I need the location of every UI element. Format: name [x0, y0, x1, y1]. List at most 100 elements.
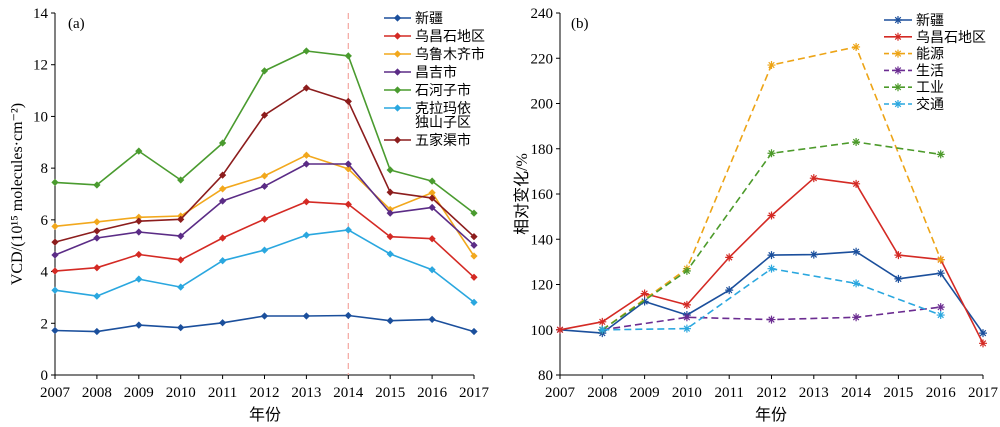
panel-a-series-2-point	[93, 264, 101, 272]
panel-a-series-3-line	[54, 154, 475, 257]
panel-a-series-6-point	[135, 275, 143, 283]
panel-b-legend-entry: 乌昌石地区	[884, 30, 986, 46]
panel-b-series-1-point	[979, 329, 987, 338]
panel-a-series-7-point	[218, 171, 227, 179]
panel-a-series-3-point	[470, 252, 478, 260]
panel-a-series-4-point	[386, 209, 394, 217]
panel-a-y-axis-title: VCD/(10¹⁵ molecules·cm⁻²)	[9, 103, 26, 285]
panel-a-series-5-point	[93, 181, 101, 189]
panel-a-series-1-point	[470, 327, 478, 336]
panel-a-series-7-point	[135, 217, 143, 225]
panel-a-series-4-point	[470, 241, 478, 249]
panel-a-legend-entry: 新疆	[384, 11, 443, 27]
panel-b-legend-marker	[894, 100, 902, 108]
panel-b-legend-label: 新疆	[916, 13, 944, 29]
panel-a-x-tick-label: 2014	[333, 385, 364, 401]
panel-a-legend-label: 新疆	[415, 11, 443, 27]
panel-b-series-6-point	[936, 311, 945, 320]
panel-b-legend-marker	[894, 16, 902, 24]
panel-b-x-tick-label: 2015	[883, 385, 913, 401]
panel-b-y-tick-label: 100	[531, 323, 554, 339]
panel-b-y-tick-label: 160	[531, 187, 554, 203]
panel-a-series-2-line	[54, 201, 475, 278]
panel-a-series-4-point	[93, 234, 101, 242]
panel-a-x-tick-label: 2013	[291, 385, 321, 401]
panel-b-series-1-point	[767, 251, 776, 260]
panel-a-legend-entry: 乌鲁木齐市	[384, 46, 485, 63]
panel-a-series-3-point	[344, 165, 352, 173]
panel-a-series-5-point	[218, 139, 227, 147]
panel-b-legend-entry: 能源	[884, 47, 944, 63]
panel-b-x-tick-label: 2008	[587, 385, 617, 401]
panel-a-legend-marker	[393, 86, 402, 94]
panel-a-series-6-point	[51, 286, 59, 294]
panel-a-label: (a)	[68, 16, 85, 32]
panel-a-x-tick-label: 2010	[166, 385, 196, 401]
panel-b-legend-marker	[894, 49, 902, 58]
panel-a-legend-marker	[393, 68, 402, 76]
panel-b-series-2-point	[852, 179, 861, 188]
panel-a-series-2-point	[260, 215, 269, 223]
panel-a-series-7-point	[470, 233, 478, 241]
panel-b-x-axis-title: 年份	[755, 406, 787, 424]
panel-a-x-tick-label: 2016	[417, 385, 448, 401]
panel-b-legend-marker	[894, 66, 902, 75]
panel-b-series-4-point	[852, 313, 861, 322]
panel-b-series-2-point	[556, 325, 564, 334]
panel-a-series-3-point	[51, 222, 59, 230]
panel-a-legend-label: 乌昌石地区	[415, 29, 485, 45]
panel-a-series-7-point	[93, 227, 101, 235]
panel-a-legend-entry: 乌昌石地区	[384, 29, 485, 45]
panel-b-series-2-point	[725, 253, 734, 262]
panel-b-y-tick-label: 200	[531, 97, 554, 113]
panel-a-series-1-point	[177, 324, 185, 332]
panel-a-series-2-point	[302, 198, 311, 206]
panel-b-series-1-point	[809, 250, 818, 259]
panel-a-x-tick-label: 2008	[82, 385, 112, 401]
panel-a-series-2-point	[428, 235, 436, 243]
panel-a-series-1-point	[93, 327, 101, 336]
panel-a-legend-entry: 昌吉市	[384, 64, 457, 81]
panel-a-x-tick-label: 2015	[375, 385, 405, 401]
panel-a-series-5-point	[344, 52, 352, 60]
panel-a-y-tick-label: 10	[33, 109, 48, 125]
panel-a-series-5-point	[135, 147, 143, 155]
panel-a-series-2-point	[386, 233, 394, 241]
panel-a-y-tick-label: 6	[41, 213, 49, 229]
panel-b-x-tick-label: 2007	[545, 385, 576, 401]
panel-b-legend-label: 乌昌石地区	[916, 30, 986, 46]
panel-a-series-6-point	[218, 257, 227, 265]
panel-b-x-tick-label: 2012	[757, 385, 787, 401]
panel-b-series-5-point	[682, 266, 691, 275]
panel-a-legend-label: 五家渠市	[415, 132, 471, 149]
panel-a-legend-marker	[393, 32, 402, 40]
panel-b-series-3-point	[852, 42, 861, 51]
panel-b-legend-entry: 交通	[884, 96, 944, 113]
panel-a-series-4-point	[177, 232, 185, 240]
panel-a-series-1-point	[386, 317, 394, 325]
panel-b-series-6-point	[598, 325, 607, 334]
panel-b-x-tick-label: 2016	[926, 385, 957, 401]
panel-b-series-5-point	[852, 137, 861, 146]
panel-a-series-5-point	[470, 209, 478, 217]
panel-a-series-4-point	[218, 197, 227, 205]
panel-a-series-2-point	[218, 234, 227, 242]
panel-b-series-5-line	[601, 141, 941, 331]
panel-a-x-tick-label: 2011	[208, 385, 237, 401]
panel-a-legend-marker	[393, 50, 402, 58]
panel-a-legend-entry: 石河子市	[384, 82, 471, 99]
panel-b-y-tick-label: 220	[531, 51, 554, 67]
panel-b-legend-label: 能源	[916, 47, 944, 63]
panel-a-series-7-point	[428, 194, 436, 202]
panel-b-x-tick-label: 2017	[968, 385, 999, 401]
panel-a-legend-marker	[393, 14, 402, 22]
panel-a-series-2-point	[177, 256, 185, 264]
panel-a-series-2-point	[470, 273, 478, 281]
panel-b-x-tick-label: 2010	[672, 385, 702, 401]
panel-b-series-3-point	[936, 255, 945, 264]
panel-a-y-tick-label: 4	[41, 265, 49, 281]
panel-a-legend-label: 石河子市	[415, 82, 471, 99]
panel-a-series-7-point	[344, 97, 352, 106]
panel-a-series-6-point	[302, 231, 311, 239]
panel-a-series-6-point	[428, 266, 436, 274]
